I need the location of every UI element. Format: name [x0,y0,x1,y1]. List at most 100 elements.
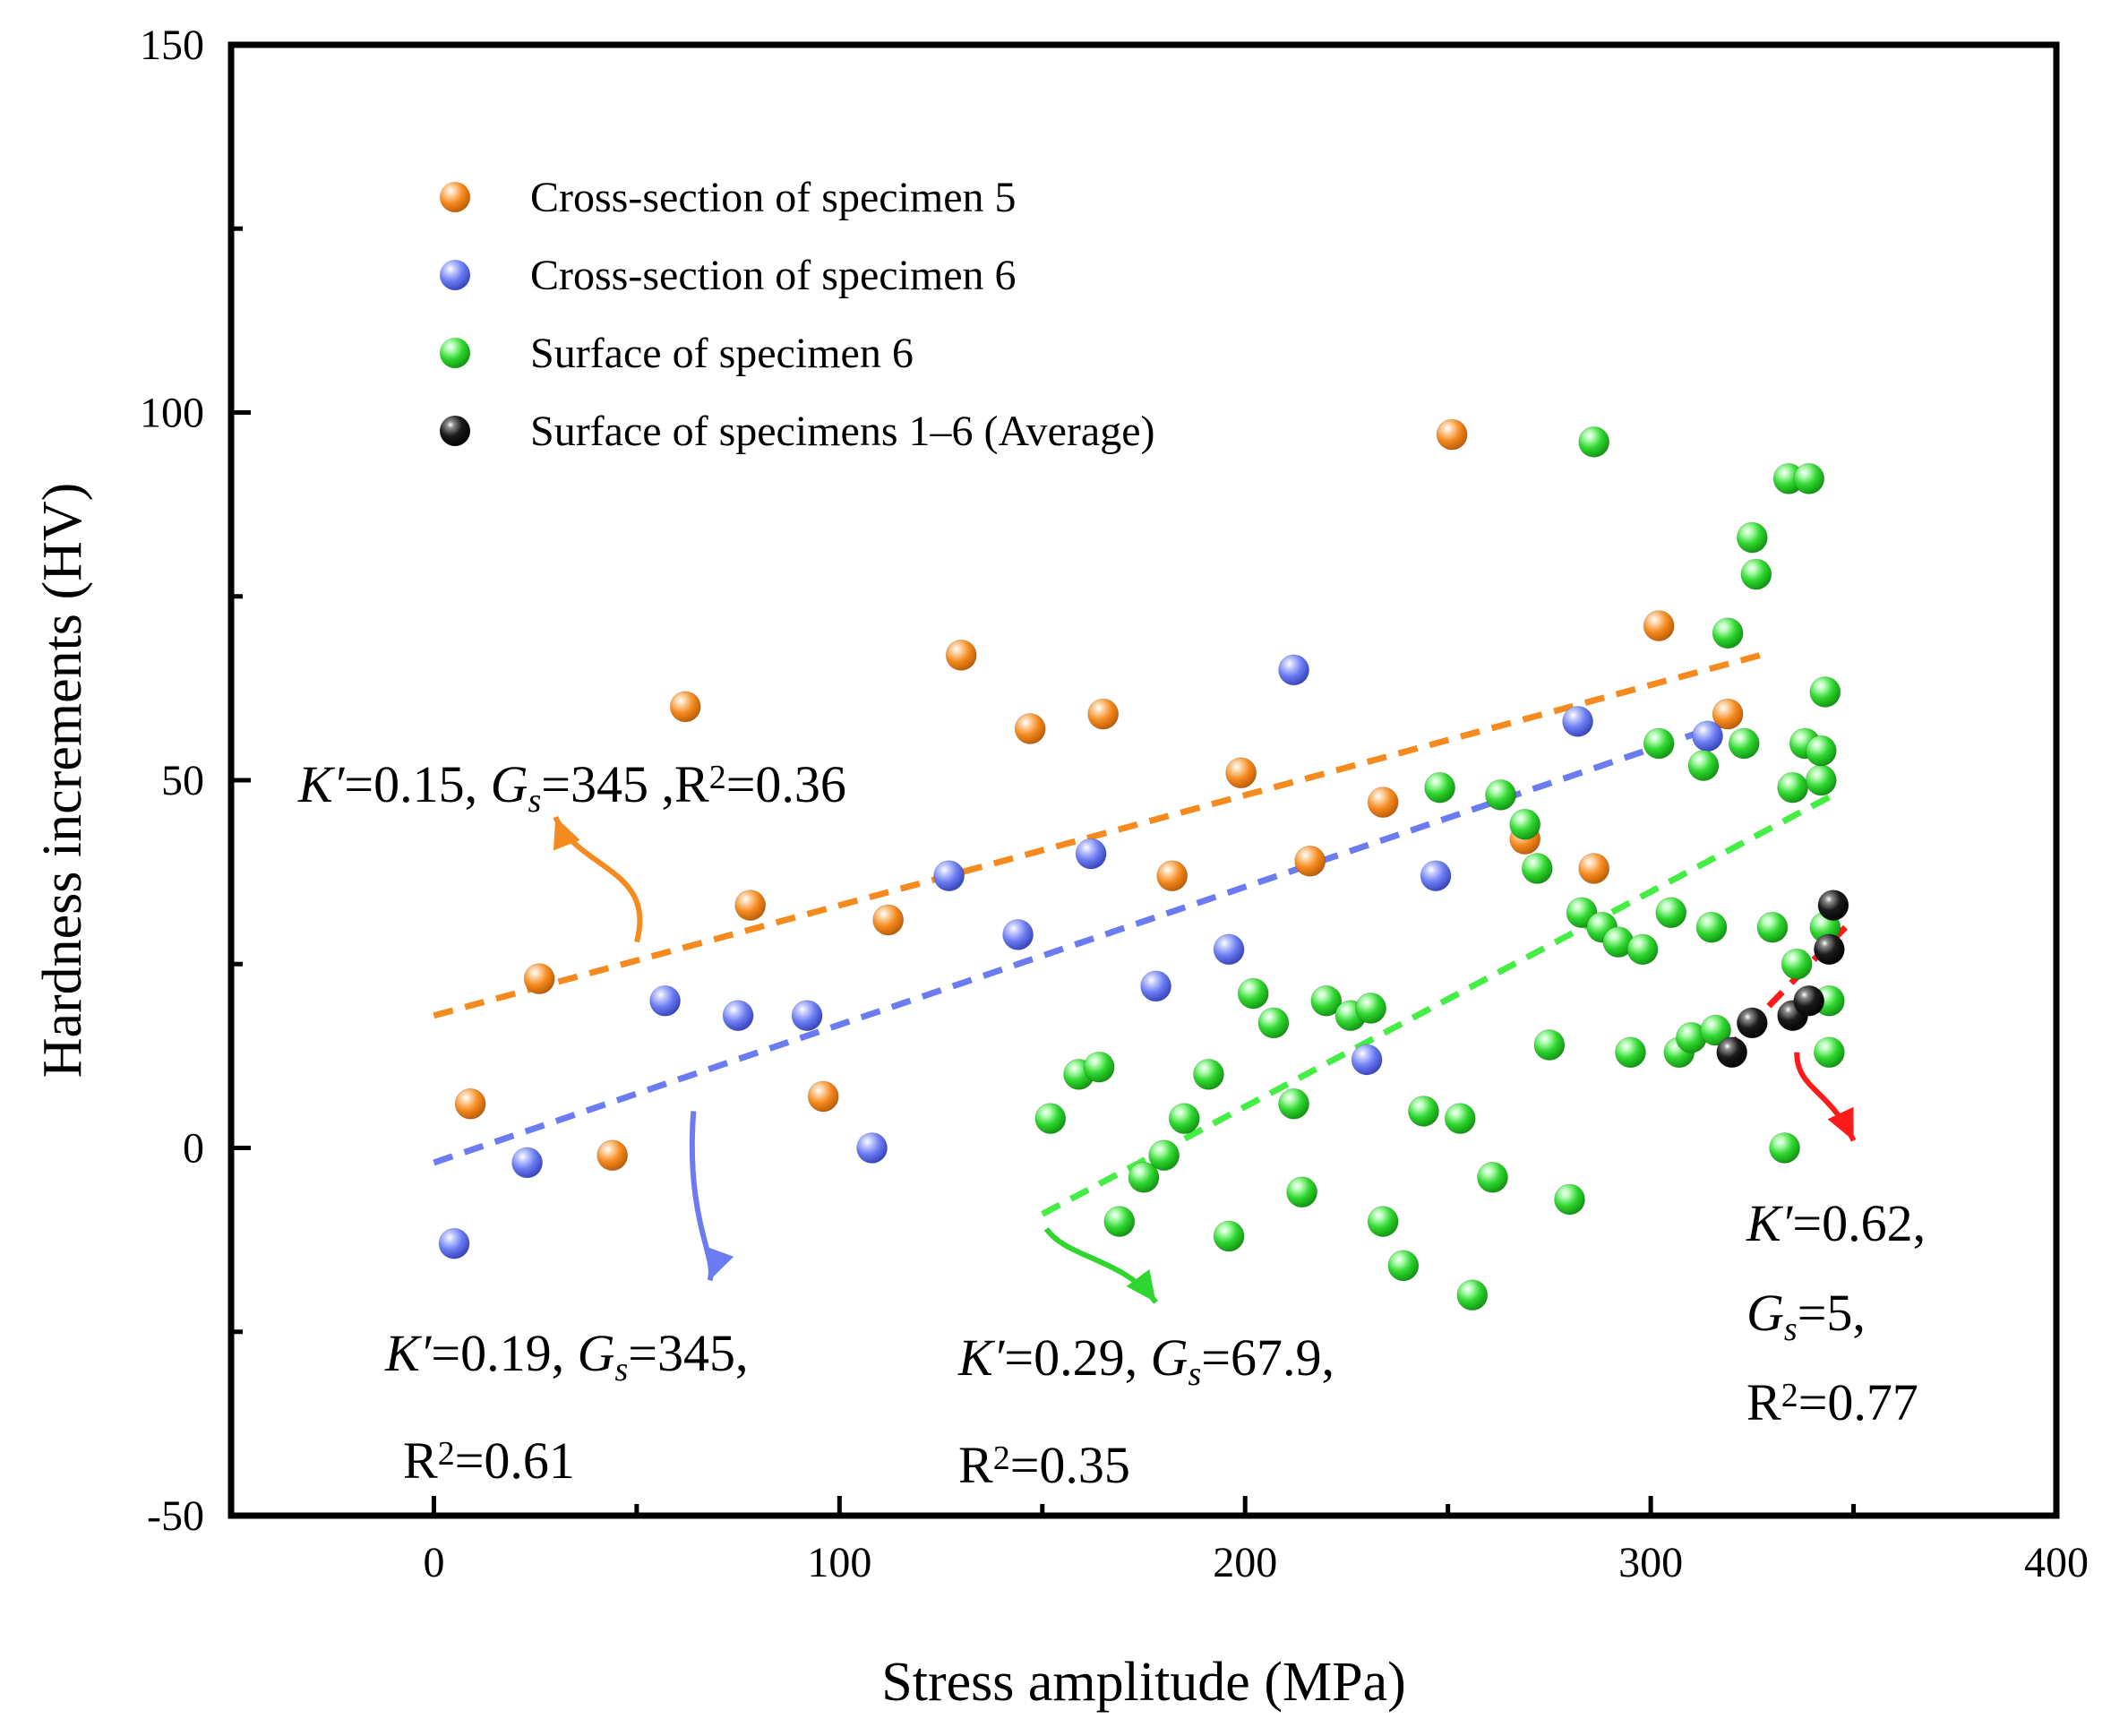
point-series-3 [1793,984,1825,1017]
annotation-segment: =0.36 [726,755,846,813]
y-tick-label: 0 [183,1125,204,1173]
annotation-segment: =0.62, [1792,1194,1926,1252]
trend-lines [433,652,1849,1217]
point-series-0 [734,889,767,922]
point-series-2 [1769,1132,1801,1164]
point-series-2 [1128,1161,1160,1193]
point-series-3 [1817,889,1849,922]
point-series-2 [1809,675,1841,708]
point-series-1 [1140,970,1172,1002]
annotation-segment: G [1151,1328,1189,1387]
point-series-2 [1103,1206,1136,1238]
point-series-0 [872,904,905,936]
point-series-0 [1436,418,1468,451]
point-series-2 [1355,993,1387,1025]
point-series-2 [1192,1058,1224,1090]
point-series-2 [1476,1161,1508,1193]
point-series-2 [1278,1087,1310,1120]
point-series-2 [1168,1103,1200,1135]
point-series-0 [1014,713,1046,745]
annotation-segment: =67.9, [1201,1328,1334,1387]
y-tick-label: 100 [140,390,204,437]
point-series-2 [1793,462,1825,494]
annotation-segment: =0.15, [344,755,490,813]
annotation-segment: G [578,1324,615,1382]
x-axis-title: Stress amplitude (MPa) [881,1652,1406,1713]
point-series-2 [1148,1139,1180,1172]
point-series-1 [1420,860,1452,892]
x-tick-label: 0 [423,1539,444,1586]
point-series-2 [1083,1051,1115,1083]
point-series-3 [1716,1036,1748,1069]
legend-label-series-3: Surface of specimens 1–6 (Average) [530,408,1154,455]
annotation-segment: =5, [1798,1284,1866,1342]
point-series-2 [1805,764,1837,796]
point-series-1 [1562,705,1594,737]
annotation-segment: 2 [709,759,726,796]
point-series-2 [1407,1095,1439,1127]
point-series-1 [1351,1044,1383,1076]
point-series-0 [454,1087,486,1120]
point-series-2 [1687,750,1720,782]
point-series-0 [669,691,701,723]
point-series-1 [438,1227,470,1259]
annotation-segment: K′ [1746,1194,1794,1252]
point-series-0 [596,1139,629,1172]
point-series-2 [1643,727,1675,760]
point-series-2 [1034,1103,1067,1135]
legend-marker-series-3 [440,416,470,446]
annotation-segment: s [1784,1311,1798,1348]
point-series-0 [1225,757,1257,789]
point-series-2 [1813,1036,1845,1069]
point-series-2 [1456,1279,1489,1311]
point-series-2 [1756,911,1789,943]
point-series-0 [1643,610,1675,642]
arrow-series-3-head [1827,1106,1854,1141]
x-tick-label: 200 [1213,1539,1277,1586]
fit-annotations: K′=0.15, Gs=345 ,R2=0.36K′=0.19, Gs=345,… [297,755,1926,1494]
point-series-2 [1387,1250,1420,1282]
point-series-2 [1728,727,1760,760]
point-series-0 [807,1080,839,1113]
fit-line-series-2 [1041,792,1835,1217]
annotation-segment: K′ [957,1328,1006,1387]
point-series-0 [1367,786,1399,819]
arrow-series-0-head [553,817,580,851]
legend: Cross-section of specimen 5 Cross-section… [440,174,1154,455]
point-series-2 [1509,808,1541,840]
point-series-2 [1310,984,1343,1017]
fit-line-series-0 [433,652,1762,1019]
fit-annotation-series-2: R2=0.35 [958,1436,1130,1494]
annotation-segment: 2 [993,1440,1010,1477]
annotation-segment: K′ [297,755,346,813]
annotation-segment: G [491,755,528,813]
fit-annotation-series-3: K′=0.62, [1746,1194,1926,1252]
fit-annotation-series-3: Gs=5, [1746,1284,1866,1348]
point-series-2 [1655,897,1687,929]
arrow-series-2-head [1126,1269,1156,1302]
annotation-segment: =0.77 [1798,1373,1918,1431]
annotation-segment: R [403,1431,438,1490]
annotation-segment: =345 ,R [541,755,709,813]
annotation-segment: s [1188,1355,1201,1393]
point-series-0 [1294,845,1326,877]
annotation-segment: R [958,1436,993,1494]
y-tick-label: 150 [140,21,204,69]
point-series-1 [1075,838,1107,870]
point-series-1 [1692,720,1724,752]
point-series-2 [1626,933,1659,966]
point-series-2 [1781,948,1813,980]
fit-annotation-series-0: K′=0.15, Gs=345 ,R2=0.36 [297,755,846,820]
y-tick-label: 50 [161,757,204,804]
point-series-2 [1578,425,1610,458]
point-series-1 [1213,933,1245,966]
point-series-2 [1777,771,1809,804]
point-series-2 [1257,1007,1290,1039]
annotation-segment: K′ [384,1324,433,1382]
point-series-1 [933,860,965,892]
point-series-0 [945,639,977,671]
axes: 0 100 200 300 400 -50 0 50 100 150 [140,21,2089,1586]
point-series-0 [1087,698,1120,730]
fit-annotation-series-3: R2=0.77 [1746,1373,1918,1431]
